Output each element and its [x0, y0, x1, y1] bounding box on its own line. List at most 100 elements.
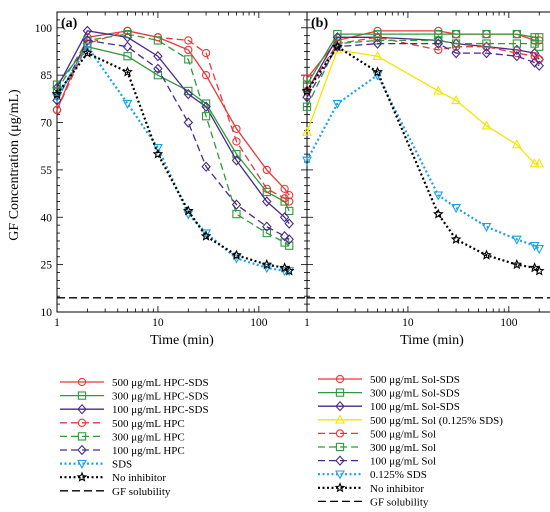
data-point [529, 57, 540, 68]
data-point [332, 99, 343, 109]
series-line [306, 45, 540, 272]
legend-label: GF solubility [370, 496, 429, 508]
data-point [183, 117, 194, 128]
data-point [451, 47, 461, 59]
data-point [432, 208, 444, 219]
legend-label: 100 μg/mL HPC-SDS [112, 404, 209, 416]
x-tick-label: 1 [304, 317, 310, 329]
data-point [302, 92, 312, 103]
data-point [530, 33, 539, 42]
data-point [302, 102, 312, 111]
legend-entry-gf-solubility: GF solubility [60, 486, 171, 498]
data-point [372, 32, 383, 43]
legend-label: 100 μg/mL Sol-SDS [370, 401, 460, 413]
data-point [512, 44, 522, 56]
legend-label: 300 μg/mL Sol [370, 442, 436, 454]
legend-marker [335, 388, 345, 397]
series-100-ug-ml-hpc-sds [52, 25, 294, 229]
legend-marker [335, 414, 345, 424]
x-tick-label: 10 [152, 317, 164, 329]
data-point [262, 165, 271, 175]
data-point [512, 48, 521, 58]
data-point [82, 47, 93, 58]
legend-label: 100 μg/mL HPC [112, 445, 185, 457]
data-point [533, 265, 545, 276]
x-tick-label: 100 [250, 317, 268, 329]
series-0-125-sds [302, 71, 545, 255]
legend-entry-no-inhibitor: No inhibitor [60, 471, 166, 484]
series-100-ug-ml-sol-sds [302, 32, 544, 97]
series-line [56, 45, 290, 212]
data-point [285, 206, 294, 216]
data-point [534, 158, 545, 168]
legend-label: SDS [112, 459, 132, 471]
legend-marker [77, 432, 87, 441]
data-point [52, 105, 62, 115]
data-point [279, 230, 290, 242]
y-tick-label: 100 [35, 23, 53, 35]
data-point [153, 63, 163, 75]
data-point [232, 124, 241, 133]
legend-label: No inhibitor [112, 472, 166, 484]
y-tick-label: 10 [41, 307, 53, 319]
data-point [481, 41, 492, 52]
legend-label: 500 μg/mL Sol-SDS [370, 374, 460, 386]
data-point [301, 85, 313, 96]
series-line [56, 51, 290, 272]
data-point [122, 41, 133, 52]
series-sds [52, 42, 295, 277]
legend-label: 500 μg/mL Sol [370, 428, 436, 440]
data-point [482, 29, 491, 39]
series-line [56, 30, 290, 224]
data-point [262, 184, 271, 193]
data-point [372, 66, 383, 77]
legend-marker [335, 400, 345, 412]
series-line [306, 42, 540, 98]
legend-entry-500-ug-ml-sol: 500 μg/mL Sol [318, 428, 436, 440]
legend-entry-100-ug-ml-hpc-sds: 100 μg/mL HPC-SDS [60, 403, 209, 416]
legend-marker [76, 471, 88, 482]
data-point [481, 47, 492, 59]
data-point [231, 155, 242, 166]
data-point [51, 88, 63, 99]
data-point [534, 60, 544, 71]
data-point [201, 101, 211, 112]
data-point [231, 249, 242, 260]
data-point [451, 204, 462, 214]
data-point [153, 71, 163, 80]
legend-entry-100-ug-ml-hpc: 100 μg/mL HPC [60, 444, 185, 457]
legend-entry-0-125-sds: 0.125% SDS [318, 469, 427, 481]
data-point [535, 42, 544, 51]
legend-entry-gf-solubility: GF solubility [318, 496, 429, 508]
data-point [451, 29, 461, 39]
data-point [232, 209, 241, 219]
data-point [302, 126, 312, 136]
x-axis-label: Time (min) [400, 333, 464, 348]
legend-label: 300 μg/mL HPC-SDS [112, 391, 209, 403]
legend-entry-100-ug-ml-sol: 100 μg/mL Sol [318, 455, 436, 468]
series-line [306, 30, 540, 79]
data-point [280, 184, 289, 193]
data-point [372, 38, 383, 49]
data-point [153, 36, 163, 45]
data-point [201, 161, 211, 172]
data-point [511, 235, 522, 245]
legend-marker [77, 459, 87, 469]
x-axis-label: Time (min) [150, 333, 214, 348]
x-tick-label: 1 [54, 317, 60, 329]
legend-label: 300 μg/mL HPC [112, 431, 185, 443]
legend-label: 500 μg/mL Sol (0.125% SDS) [370, 415, 503, 427]
legend-label: 100 μg/mL Sol [370, 456, 436, 468]
y-tick-label: 70 [41, 118, 53, 130]
data-point [451, 39, 461, 48]
data-point [534, 245, 545, 255]
data-point [450, 233, 462, 244]
legend-marker [77, 391, 87, 400]
data-point [285, 197, 294, 206]
data-point [433, 38, 444, 49]
data-point [284, 234, 294, 245]
data-point [511, 258, 523, 270]
panel-b: 1 10 100 Time (min) (b) [301, 11, 550, 348]
legend-marker [335, 470, 345, 480]
